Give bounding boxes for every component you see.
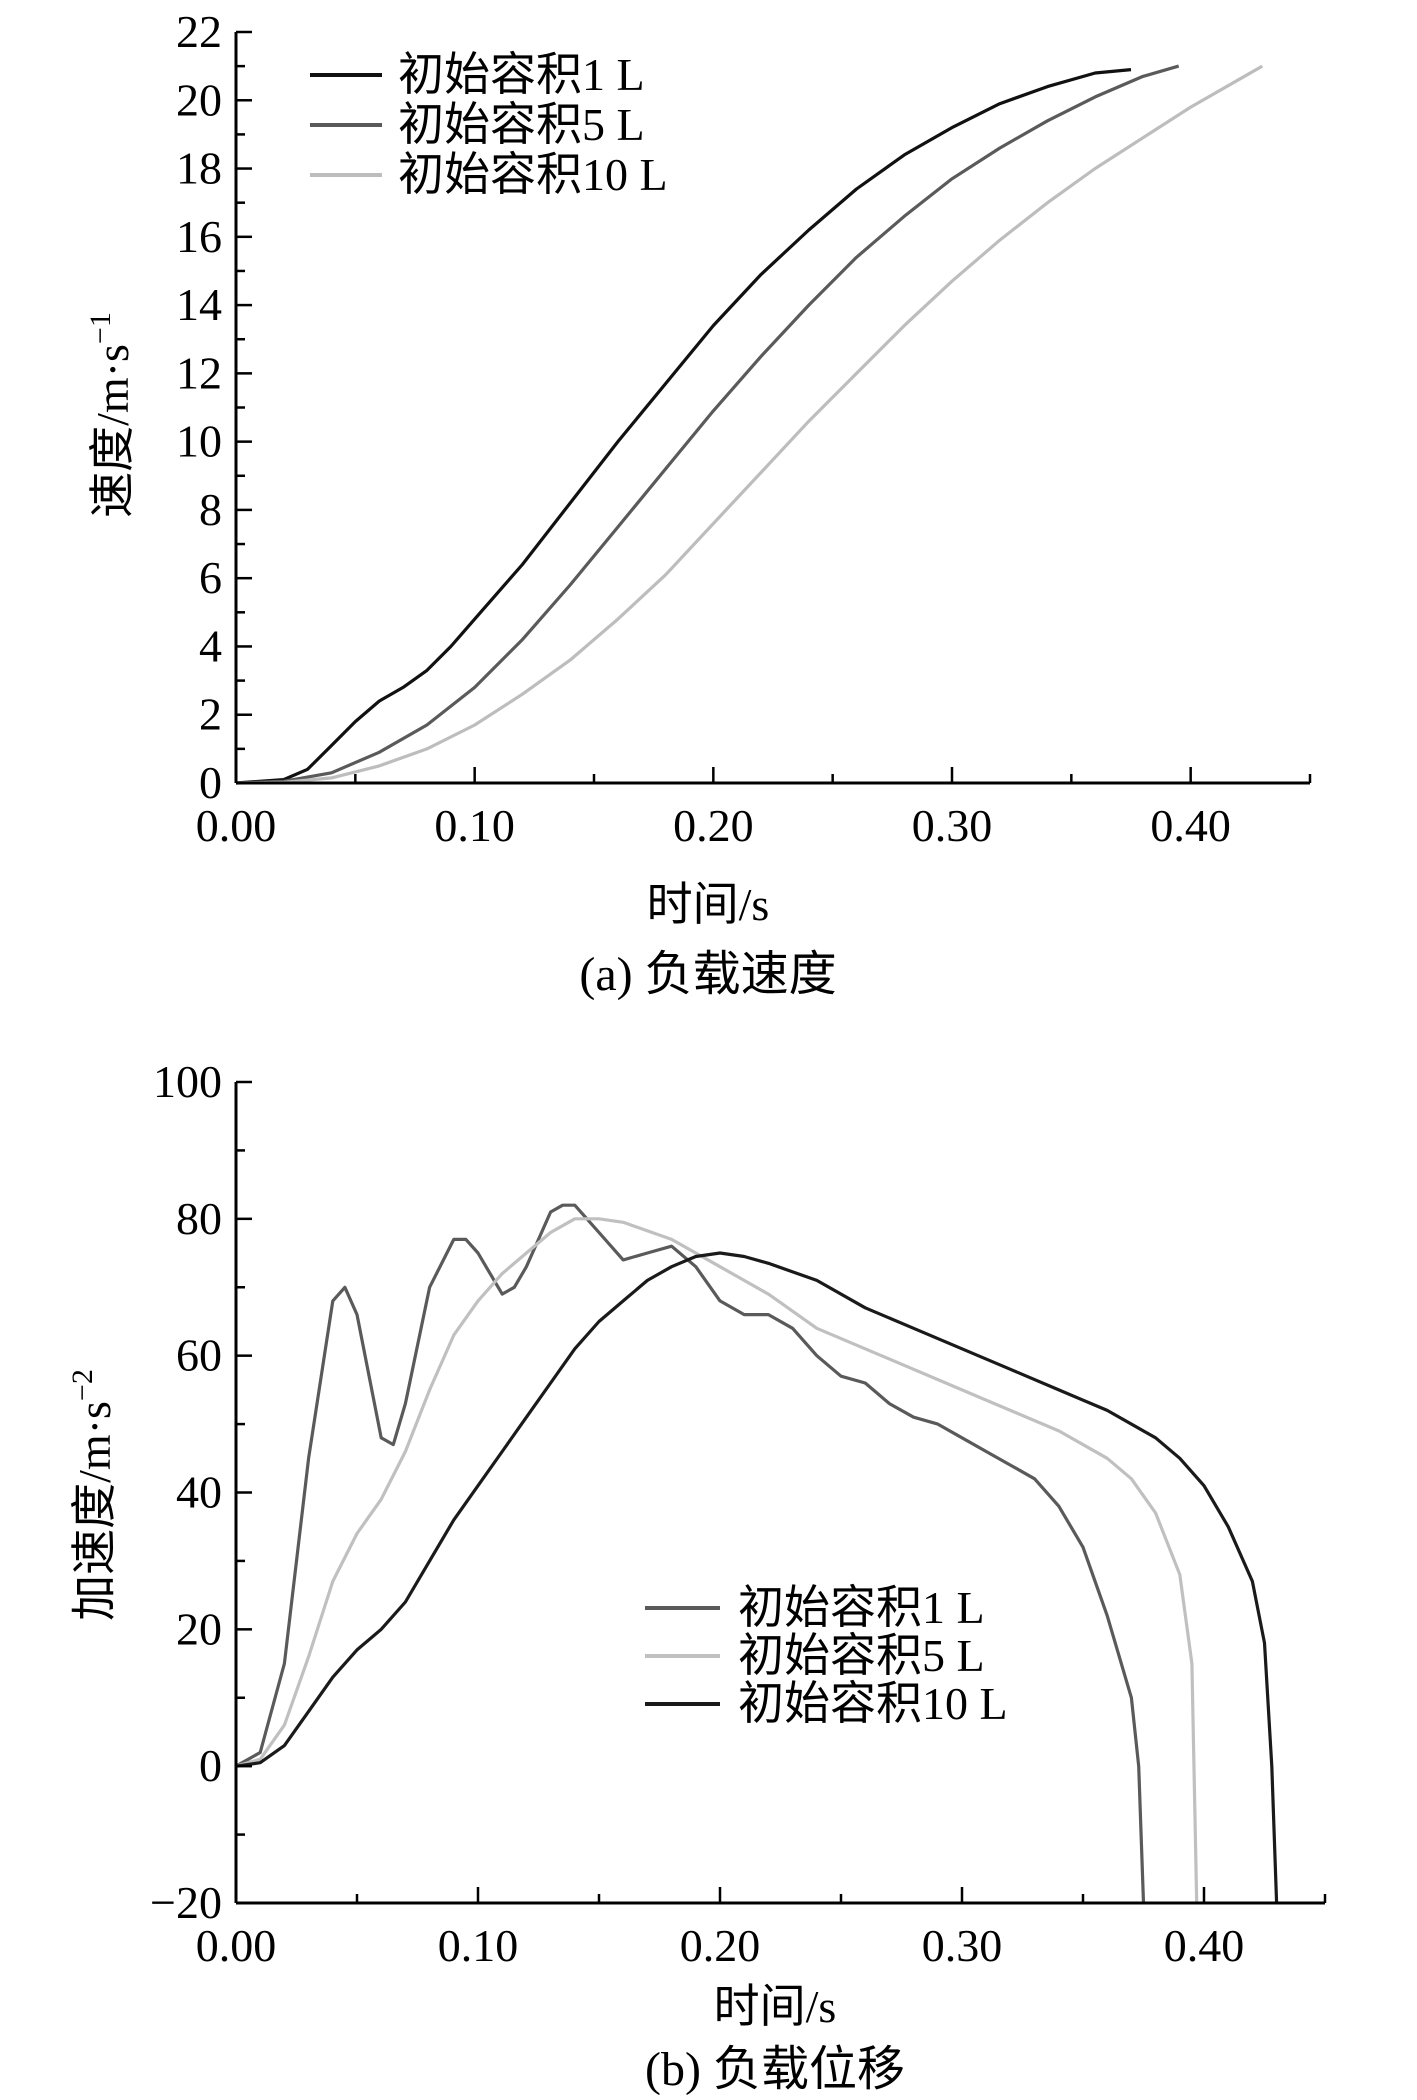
chart-a-x-tick-label: 0.20	[673, 800, 754, 851]
chart-b-legend-label-3: 初始容积10 L	[738, 1678, 1008, 1729]
chart-a-y-tick-label: 22	[176, 6, 222, 57]
chart-a-velocity: 0.00 0.10 0.20 0.30 0.400246810121416182022 …	[84, 6, 1312, 1001]
chart-b-y-tick-label: 20	[176, 1603, 222, 1654]
chart-b-y-axis-title-text: 加速度/m·s	[69, 1401, 120, 1621]
chart-b-y-tick-label: 80	[176, 1193, 222, 1244]
chart-b-y-tick-label: −20	[150, 1877, 222, 1928]
chart-b-series-line-3	[235, 1251, 1279, 1904]
chart-a-axes: 0.00 0.10 0.20 0.30 0.40 0 2 4 6 8 10 12 14 16 18 20 22	[176, 6, 1312, 851]
chart-b-acceleration: 0.00 0.10 0.20 0.30 0.40 −20 0 20 40 60 80 100 初始容积…	[66, 1056, 1327, 2096]
chart-a-y-tick-label: 12	[176, 347, 222, 398]
chart-a-y-tick-label: 6	[199, 552, 222, 603]
chart-a-x-tick-label: 0.10	[434, 800, 515, 851]
chart-a-y-tick-label: 8	[199, 484, 222, 535]
chart-b-x-tick-label: 0.30	[922, 1920, 1003, 1971]
chart-a-x-tick-label: 0.40	[1150, 800, 1231, 851]
chart-b-x-tick-label: 0.10	[438, 1920, 519, 1971]
chart-b-y-axis-title-superscript: −2	[66, 1369, 99, 1401]
chart-b-series-group	[235, 1203, 1279, 1904]
chart-b-y-tick-label: 100	[153, 1056, 222, 1107]
chart-a-x-tick-label: 0.30	[912, 800, 993, 851]
chart-a-y-tick-label: 16	[176, 211, 222, 262]
chart-b-axes: 0.00 0.10 0.20 0.30 0.40 −20 0 20 40 60 80 100	[150, 1056, 1327, 1971]
chart-a-y-tick-label: 10	[176, 416, 222, 467]
chart-b-y-tick-label: 40	[176, 1467, 222, 1518]
chart-a-y-tick-label: 18	[176, 143, 222, 194]
chart-a-legend-label-1: 初始容积1 L	[398, 49, 645, 100]
chart-b-x-tick-label: 0.20	[680, 1920, 761, 1971]
chart-b-y-tick-label: 60	[176, 1330, 222, 1381]
chart-b-series-line-2	[235, 1217, 1199, 1904]
chart-b-series-line-1	[235, 1203, 1146, 1904]
chart-a-y-tick-label: 0	[199, 757, 222, 808]
chart-b-legend-label-2: 初始容积5 L	[738, 1630, 985, 1681]
chart-a-y-axis-title-superscript: −1	[84, 312, 117, 344]
chart-a-x-tick-label: 0.00	[196, 800, 277, 851]
chart-a-caption: (a) 负载速度	[579, 948, 836, 1001]
chart-a-y-tick-label: 2	[199, 689, 222, 740]
chart-b-legend-label-1: 初始容积1 L	[738, 1582, 985, 1633]
chart-a-series-group	[235, 64, 1264, 785]
chart-a-series-line-3	[235, 64, 1264, 785]
chart-a-x-axis-title: 时间/s	[647, 879, 770, 930]
chart-a-series-line-2	[235, 64, 1180, 785]
chart-a-legend-label-3: 初始容积10 L	[398, 149, 668, 200]
chart-a-y-tick-label: 14	[176, 279, 222, 330]
chart-a-y-axis-title: 速度/m·s−1	[84, 312, 138, 518]
chart-b-x-tick-label: 0.40	[1164, 1920, 1245, 1971]
chart-a-series-line-1	[235, 68, 1132, 785]
chart-b-x-tick-label: 0.00	[196, 1920, 277, 1971]
chart-a-y-tick-label: 4	[199, 620, 222, 671]
chart-a-legend-label-2: 初始容积5 L	[398, 99, 645, 150]
chart-b-x-axis-title: 时间/s	[714, 1981, 837, 2032]
chart-a-y-tick-label: 20	[176, 74, 222, 125]
chart-b-y-tick-label: 0	[199, 1740, 222, 1791]
chart-a-y-axis-title-text: 速度/m·s	[87, 344, 138, 518]
chart-b-caption: (b) 负载位移	[645, 2043, 905, 2096]
chart-b-y-axis-title: 加速度/m·s−2	[66, 1369, 120, 1621]
